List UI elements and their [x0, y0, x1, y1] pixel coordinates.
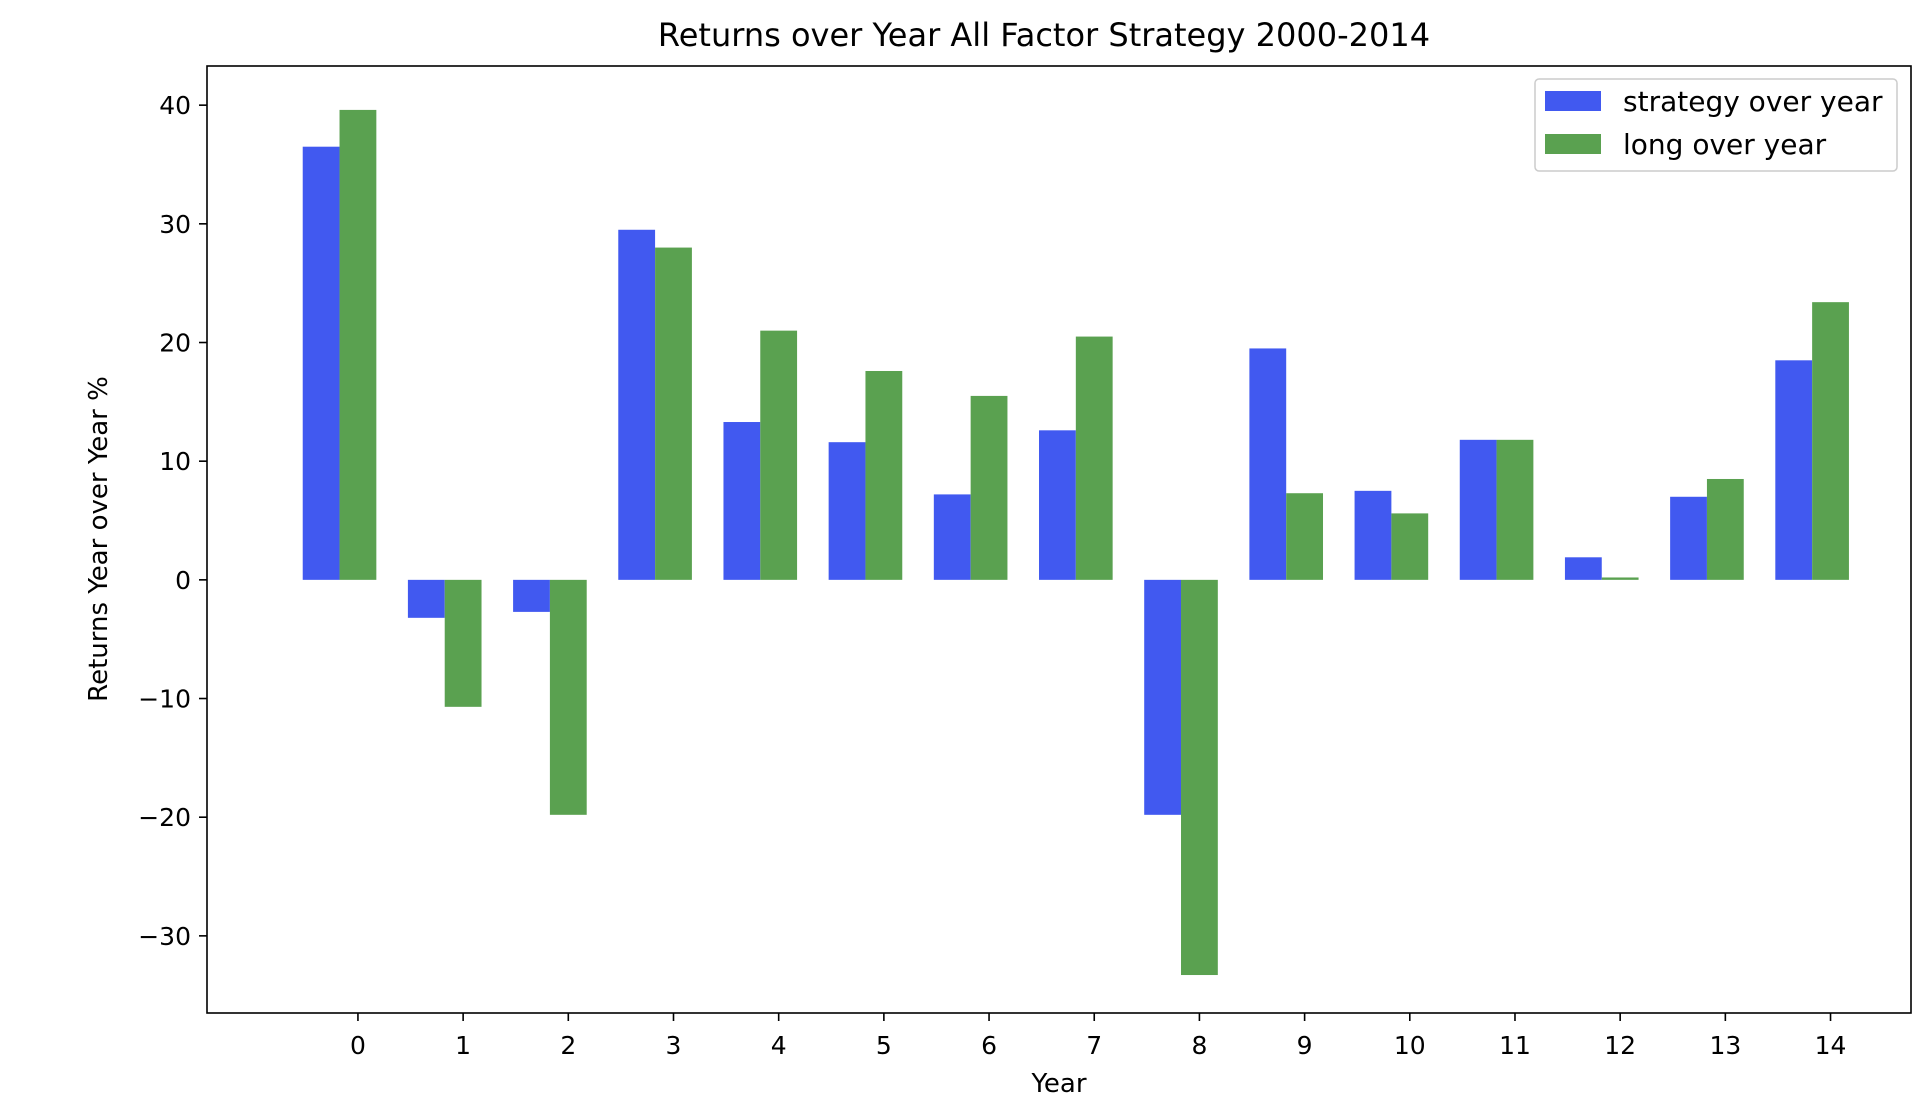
x-tick-label: 4 — [771, 1031, 787, 1060]
y-tick-label: 20 — [159, 329, 191, 358]
bar-strategy-year-8 — [1144, 579, 1182, 815]
x-tick-label: 11 — [1499, 1031, 1531, 1060]
x-tick-label: 0 — [350, 1031, 366, 1060]
bar-long-year-3 — [655, 247, 692, 580]
x-axis-label: Year — [1030, 1069, 1086, 1099]
legend-label-long: long over year — [1623, 128, 1827, 161]
x-tick-label: 7 — [1086, 1031, 1102, 1060]
chart-title: Returns over Year All Factor Strategy 20… — [658, 16, 1430, 54]
legend-box — [1534, 78, 1898, 172]
bar-long-year-13 — [1706, 478, 1744, 580]
bar-strategy-year-2 — [513, 579, 550, 612]
x-tick-label: 1 — [455, 1031, 471, 1060]
legend-swatch-long — [1545, 134, 1601, 154]
x-tick-label: 5 — [876, 1031, 892, 1060]
bar-strategy-year-14 — [1775, 360, 1813, 580]
bar-long-year-14 — [1812, 302, 1849, 580]
bar-long-year-11 — [1496, 439, 1534, 580]
bar-long-year-6 — [970, 395, 1008, 580]
bar-strategy-year-1 — [407, 579, 445, 618]
x-tick-label: 9 — [1297, 1031, 1313, 1060]
bar-long-year-9 — [1286, 493, 1324, 580]
legend: strategy over year long over year — [1534, 78, 1898, 172]
y-axis-label: Returns Year over Year % — [84, 376, 114, 702]
bar-strategy-year-9 — [1249, 348, 1287, 580]
bar-long-year-4 — [760, 330, 798, 580]
bar-strategy-year-7 — [1039, 430, 1076, 580]
y-tick-label: 40 — [159, 91, 191, 120]
x-tick-label: 14 — [1815, 1031, 1847, 1060]
x-tick-label: 3 — [666, 1031, 682, 1060]
y-tick-label: 30 — [159, 210, 191, 239]
bar-long-year-12 — [1601, 577, 1639, 580]
x-tick-label: 10 — [1394, 1031, 1426, 1060]
bar-strategy-year-0 — [302, 146, 340, 580]
x-tick-label: 8 — [1191, 1031, 1207, 1060]
x-tick-label: 6 — [981, 1031, 997, 1060]
bar-strategy-year-6 — [933, 494, 971, 580]
y-tick-label: −20 — [138, 803, 191, 832]
bar-strategy-year-10 — [1354, 490, 1392, 580]
bar-long-year-8 — [1181, 579, 1218, 976]
bar-long-year-5 — [865, 370, 903, 580]
legend-label-strategy: strategy over year — [1623, 85, 1883, 118]
bar-long-year-2 — [549, 579, 587, 815]
y-tick-label: 0 — [175, 566, 191, 595]
x-tick-label: 12 — [1604, 1031, 1636, 1060]
y-tick-label: −10 — [138, 685, 191, 714]
x-axis: 0 1 2 3 4 5 6 7 8 9 10 11 12 13 14 — [350, 1013, 1846, 1060]
x-tick-label: 13 — [1709, 1031, 1741, 1060]
bar-long-year-7 — [1075, 336, 1113, 580]
bar-strategy-year-4 — [723, 422, 761, 580]
bar-long-year-10 — [1391, 513, 1429, 580]
y-tick-label: −30 — [138, 922, 191, 951]
bar-strategy-year-5 — [828, 442, 866, 580]
bar-strategy-year-13 — [1670, 496, 1707, 580]
bar-long-year-0 — [339, 109, 377, 580]
y-axis: 40 30 20 10 0 −10 −20 −30 — [138, 91, 207, 951]
bars-layer — [302, 109, 1849, 976]
bar-strategy-year-11 — [1459, 439, 1497, 580]
bar-strategy-year-12 — [1564, 557, 1602, 580]
y-tick-label: 10 — [159, 447, 191, 476]
bar-strategy-year-3 — [618, 229, 656, 580]
x-tick-label: 2 — [560, 1031, 576, 1060]
legend-swatch-strategy — [1545, 91, 1601, 111]
bar-long-year-1 — [444, 579, 482, 707]
plot-frame — [206, 65, 1912, 1014]
